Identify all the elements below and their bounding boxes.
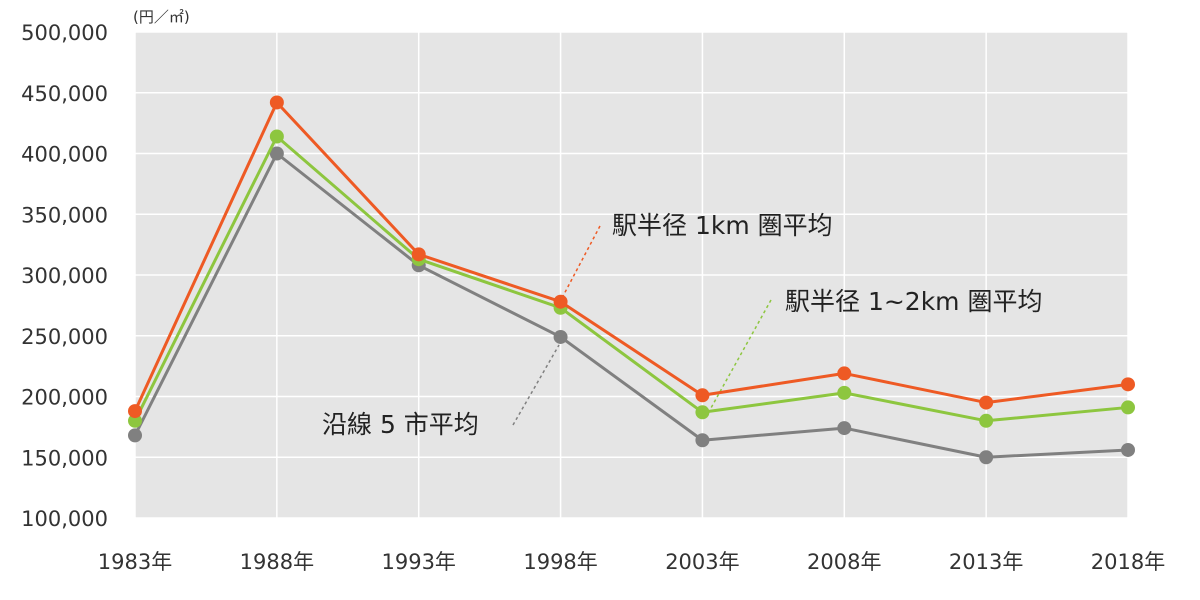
- leader-line: [561, 225, 601, 299]
- y-tick-label: 300,000: [21, 264, 108, 288]
- data-point: [269, 95, 284, 110]
- data-point: [837, 366, 852, 381]
- x-tick-label: 2018年: [1091, 550, 1165, 574]
- x-tick-label: 1993年: [381, 550, 455, 574]
- x-axis-ticks: 1983年 1988年 1993年 1998年 2003年 2008年 2013年 2018年: [98, 550, 1165, 574]
- series-line: [133, 100, 1129, 412]
- data-point: [553, 329, 568, 344]
- series-label: 駅半径 1km 圏平均: [612, 211, 833, 240]
- data-point: [979, 413, 994, 428]
- gridlines: [134, 31, 1129, 519]
- x-tick-label: 2013年: [949, 550, 1023, 574]
- y-tick-label: 150,000: [21, 446, 108, 470]
- data-point: [269, 146, 284, 161]
- data-point: [1121, 400, 1135, 415]
- y-axis-ticks: 500,000 450,000 400,000 350,000 300,000 250,0…: [21, 21, 108, 531]
- series-line: [133, 134, 1129, 423]
- y-tick-label: 200,000: [21, 386, 108, 410]
- data-point: [695, 405, 710, 420]
- data-point: [1121, 377, 1135, 392]
- y-tick-label: 350,000: [21, 203, 108, 227]
- leader-line: [710, 299, 772, 409]
- data-point: [128, 413, 142, 428]
- series-lines: [128, 95, 1135, 465]
- series-line: [133, 152, 1129, 459]
- data-point: [128, 428, 142, 443]
- x-tick-label: 2008年: [807, 550, 881, 574]
- data-point: [269, 129, 284, 144]
- y-axis-unit-label: (円／㎡): [133, 8, 190, 26]
- series-label: 駅半径 1~2km 圏平均: [785, 287, 1042, 316]
- data-point: [128, 404, 142, 419]
- y-tick-label: 500,000: [21, 21, 108, 45]
- x-tick-label: 1983年: [98, 550, 172, 574]
- data-point: [695, 433, 710, 448]
- x-tick-label: 2003年: [665, 550, 739, 574]
- data-point: [837, 421, 852, 436]
- x-tick-label: 1998年: [523, 550, 597, 574]
- data-point: [695, 388, 710, 403]
- label-leader-lines: [512, 225, 772, 426]
- y-tick-label: 100,000: [21, 507, 108, 531]
- data-point: [411, 247, 426, 262]
- data-point: [979, 395, 994, 410]
- data-point: [979, 450, 994, 465]
- y-tick-label: 400,000: [21, 143, 108, 167]
- x-tick-label: 1988年: [240, 550, 314, 574]
- y-tick-label: 450,000: [21, 82, 108, 106]
- data-point: [837, 385, 852, 400]
- y-tick-label: 250,000: [21, 325, 108, 349]
- data-point: [553, 294, 568, 309]
- series-label: 沿線 5 市平均: [322, 410, 479, 439]
- data-point: [1121, 442, 1135, 457]
